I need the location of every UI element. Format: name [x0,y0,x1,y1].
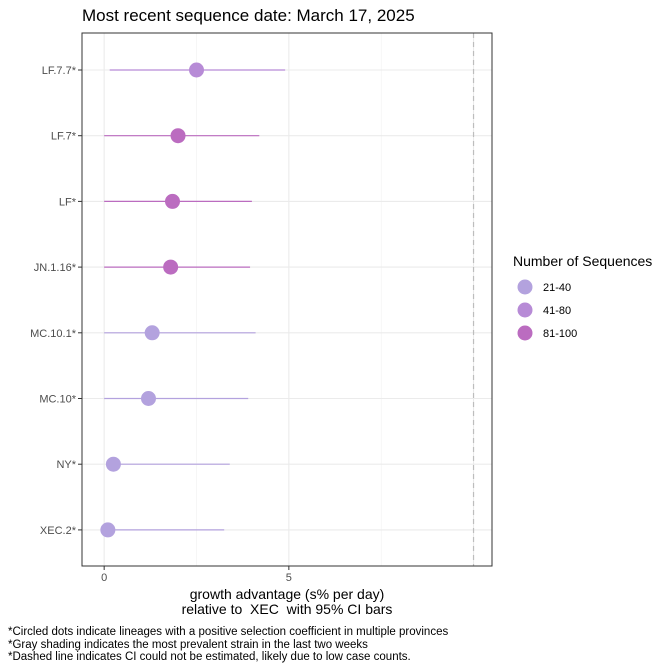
legend-key [517,302,533,318]
data-point [105,456,121,472]
plot-border [81,32,493,567]
y-tick-label: MC.10* [39,394,76,406]
data-point [170,128,186,144]
legend: Number of Sequences 21-40 41-80 81-100 [513,253,652,341]
x-axis-label-line2: relative to XEC with 95% CI bars [182,601,393,617]
plot-panel: LF.7.7* LF.7* LF* JN.1.16* MC.10.1* MC.10* NY*… [30,32,493,584]
data-point [189,62,205,78]
y-tick-label: XEC.2* [40,525,77,537]
x-tick-label: 0 [101,572,107,584]
data-point [100,522,116,538]
footnote-circled-dots: *Circled dots indicate lineages with a p… [8,626,449,638]
data-point [163,259,179,275]
x-tick-label: 5 [286,572,292,584]
footnote-dashed-line: *Dashed line indicates CI could not be e… [8,651,411,663]
y-tick-label: LF.7* [51,131,77,143]
legend-title: Number of Sequences [513,253,652,269]
data-point [140,391,156,406]
y-tick-label: JN.1.16* [34,262,77,274]
footnotes: *Circled dots indicate lineages with a p… [8,626,448,664]
x-axis-label-line1: growth advantage (s% per day) [190,586,385,602]
footnote-gray-shading: *Gray shading indicates the most prevale… [8,638,368,651]
y-tick-label: MC.10.1* [30,328,77,340]
chart-title: Most recent sequence date: March 17, 202… [82,6,415,25]
data-point [164,193,180,209]
data-point [144,325,160,341]
y-tick-label: LF.7.7* [42,65,77,77]
y-tick-label: LF* [59,196,77,208]
legend-key [517,279,533,295]
legend-label: 41-80 [543,305,571,317]
legend-label: 81-100 [543,328,577,340]
legend-key [517,325,533,341]
legend-label: 21-40 [543,282,571,294]
y-tick-label: NY* [56,459,76,471]
